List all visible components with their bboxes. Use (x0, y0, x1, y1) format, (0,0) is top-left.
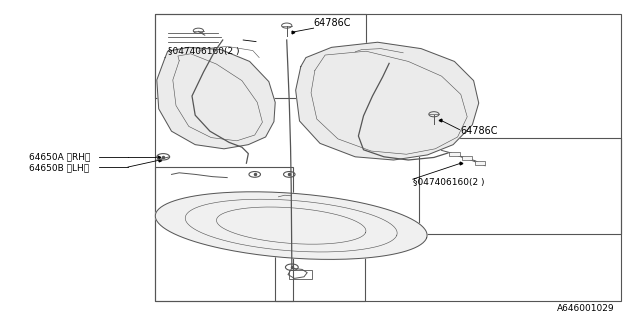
Bar (155, 167, 293, 301)
Polygon shape (157, 47, 275, 149)
Bar (275, 239, 365, 301)
Polygon shape (296, 42, 479, 160)
Bar (289, 270, 312, 279)
Text: A646001029: A646001029 (557, 304, 614, 313)
Text: §047406160(2 ): §047406160(2 ) (413, 178, 484, 187)
Bar (155, 14, 366, 98)
Text: 64786C: 64786C (461, 125, 499, 136)
Bar (475, 161, 485, 165)
Text: §047406160(2 ): §047406160(2 ) (168, 47, 239, 56)
Bar (462, 156, 472, 160)
Bar (155, 14, 621, 301)
Text: 64650B 〈LH〉: 64650B 〈LH〉 (29, 164, 89, 172)
Text: 64786C: 64786C (314, 18, 351, 28)
Bar (419, 138, 621, 234)
Bar (449, 152, 460, 156)
Polygon shape (156, 192, 427, 260)
Text: 64650A 〈RH〉: 64650A 〈RH〉 (29, 152, 90, 161)
